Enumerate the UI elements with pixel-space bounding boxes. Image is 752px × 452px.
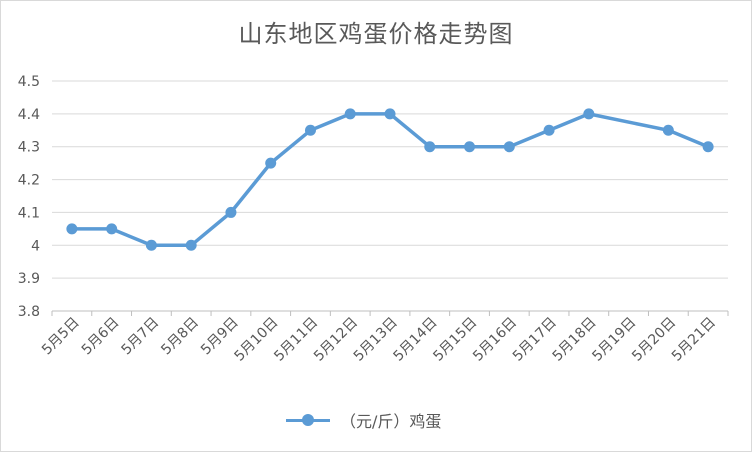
y-tick-label: 3.9 <box>18 271 40 287</box>
y-tick-label: 4 <box>31 238 40 254</box>
y-tick-label: 3.8 <box>18 304 40 320</box>
legend-swatch <box>286 410 330 430</box>
legend-label: （元/斤）鸡蛋 <box>340 412 442 431</box>
data-point <box>66 223 78 235</box>
data-point <box>304 124 316 136</box>
data-point <box>583 108 595 120</box>
x-tick-label: 5月21日 <box>669 315 719 365</box>
data-point <box>106 223 118 235</box>
data-point <box>265 157 277 169</box>
y-tick-label: 4.4 <box>18 107 40 123</box>
data-point <box>543 124 555 136</box>
chart-title: 山东地区鸡蛋价格走势图 <box>238 20 514 48</box>
x-tick-label: 5月7日 <box>119 315 163 359</box>
legend: （元/斤）鸡蛋 <box>286 406 441 434</box>
data-point <box>503 141 515 153</box>
y-tick-label: 4.1 <box>18 205 40 221</box>
data-point <box>225 206 237 218</box>
data-point <box>145 239 157 251</box>
data-point <box>424 141 436 153</box>
y-tick-label: 4.3 <box>18 140 40 156</box>
x-tick-label: 5月8日 <box>158 315 202 359</box>
data-point <box>185 239 197 251</box>
x-tick-label: 5月5日 <box>39 315 83 359</box>
x-tick-label: 5月6日 <box>79 315 123 359</box>
data-point <box>464 141 476 153</box>
y-tick-label: 4.5 <box>18 74 40 90</box>
data-point <box>662 124 674 136</box>
y-tick-label: 4.2 <box>18 173 40 189</box>
data-point <box>702 141 714 153</box>
series-line <box>70 112 710 248</box>
data-point <box>344 108 356 120</box>
data-point <box>384 108 396 120</box>
